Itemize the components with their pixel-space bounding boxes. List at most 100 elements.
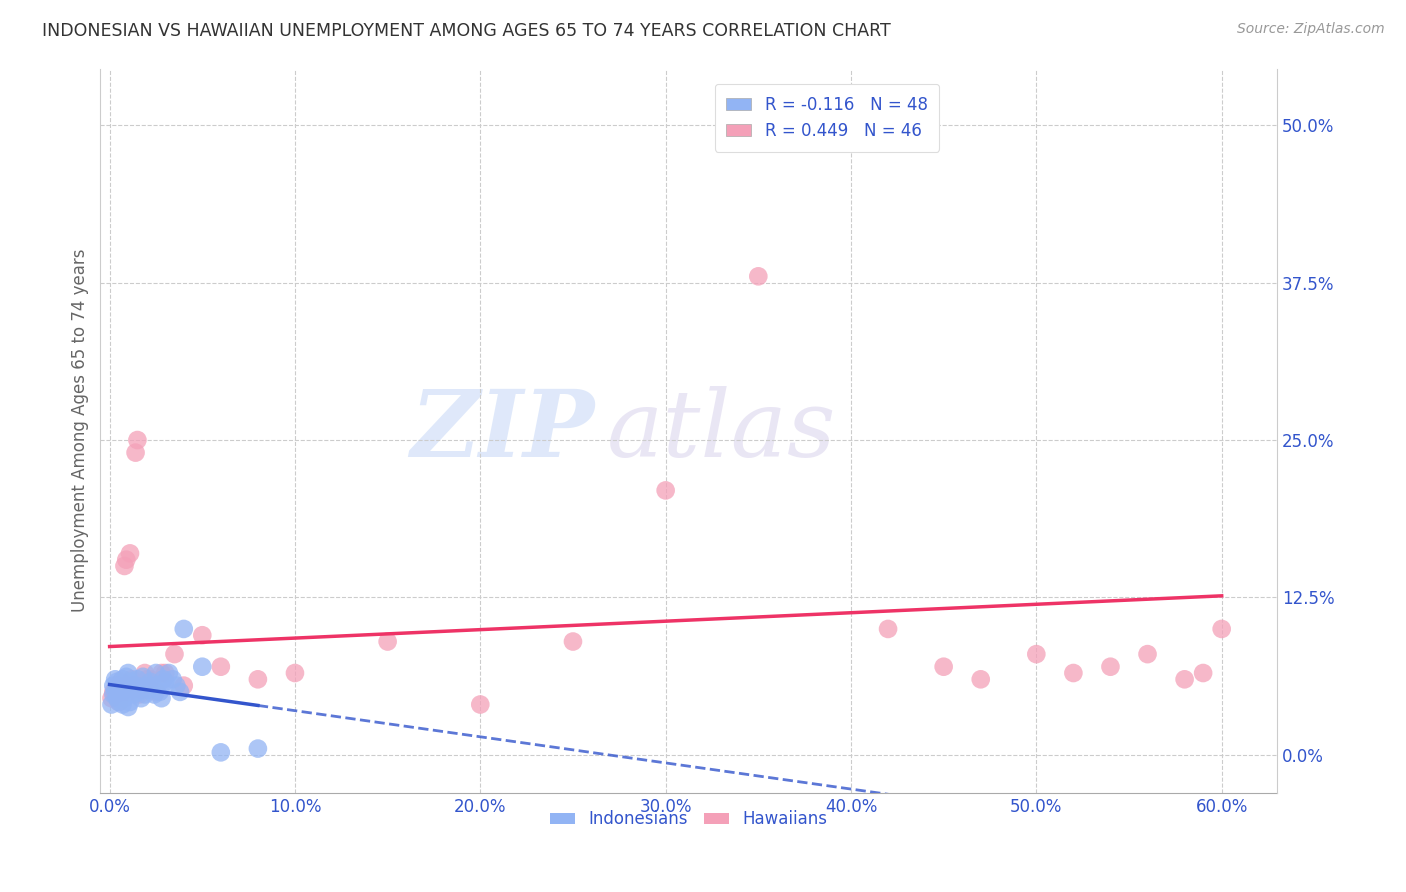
Point: [654, 483, 676, 498]
Point: [118, 674, 141, 689]
Point: [155, 674, 177, 689]
Point: [115, 552, 138, 566]
Point: [110, 688, 132, 702]
Point: [117, 700, 139, 714]
Point: [132, 679, 155, 693]
Point: [117, 685, 139, 699]
Point: [110, 679, 132, 693]
Point: [111, 698, 134, 712]
Point: [143, 688, 166, 702]
Point: [145, 666, 167, 681]
Point: [104, 685, 127, 699]
Point: [105, 679, 128, 693]
Point: [129, 691, 152, 706]
Point: [246, 741, 269, 756]
Point: [1192, 666, 1215, 681]
Point: [114, 558, 136, 573]
Point: [121, 685, 143, 699]
Point: [121, 673, 143, 687]
Legend: Indonesians, Hawaiians: Indonesians, Hawaiians: [543, 804, 834, 835]
Point: [1174, 673, 1197, 687]
Point: [134, 666, 156, 681]
Point: [117, 666, 139, 681]
Point: [145, 685, 167, 699]
Text: Source: ZipAtlas.com: Source: ZipAtlas.com: [1237, 22, 1385, 37]
Point: [135, 679, 157, 693]
Point: [105, 691, 128, 706]
Point: [209, 659, 232, 673]
Point: [377, 634, 399, 648]
Point: [111, 673, 134, 687]
Point: [803, 130, 825, 145]
Point: [122, 688, 145, 702]
Point: [1099, 659, 1122, 673]
Point: [1025, 647, 1047, 661]
Point: [104, 688, 127, 702]
Point: [209, 745, 232, 759]
Point: [134, 688, 156, 702]
Point: [124, 679, 146, 693]
Point: [122, 679, 145, 693]
Point: [124, 445, 146, 459]
Point: [108, 695, 131, 709]
Point: [135, 673, 157, 687]
Point: [150, 691, 173, 706]
Point: [138, 682, 160, 697]
Point: [246, 673, 269, 687]
Text: INDONESIAN VS HAWAIIAN UNEMPLOYMENT AMONG AGES 65 TO 74 YEARS CORRELATION CHART: INDONESIAN VS HAWAIIAN UNEMPLOYMENT AMON…: [42, 22, 891, 40]
Point: [100, 691, 122, 706]
Point: [1211, 622, 1233, 636]
Text: ZIP: ZIP: [411, 385, 595, 475]
Point: [139, 673, 162, 687]
Point: [562, 634, 585, 648]
Point: [103, 679, 125, 693]
Point: [141, 679, 163, 693]
Point: [128, 685, 150, 699]
Point: [1062, 666, 1084, 681]
Point: [191, 628, 214, 642]
Point: [173, 622, 195, 636]
Point: [114, 679, 136, 693]
Point: [108, 695, 131, 709]
Point: [118, 695, 141, 709]
Point: [162, 673, 184, 687]
Point: [470, 698, 492, 712]
Point: [149, 685, 172, 699]
Point: [128, 688, 150, 702]
Point: [127, 433, 149, 447]
Text: atlas: atlas: [606, 385, 837, 475]
Point: [173, 679, 195, 693]
Point: [132, 670, 155, 684]
Point: [877, 622, 900, 636]
Point: [970, 673, 993, 687]
Point: [284, 666, 307, 681]
Point: [747, 269, 769, 284]
Point: [155, 666, 177, 681]
Point: [169, 685, 191, 699]
Point: [129, 682, 152, 697]
Point: [105, 674, 128, 689]
Point: [114, 691, 136, 706]
Point: [163, 647, 186, 661]
Point: [118, 546, 141, 560]
Point: [191, 659, 214, 673]
Point: [127, 673, 149, 687]
Point: [100, 698, 122, 712]
Point: [150, 666, 173, 681]
Point: [1136, 647, 1159, 661]
Point: [157, 666, 180, 681]
Point: [115, 670, 138, 684]
Point: [932, 659, 955, 673]
Point: [110, 674, 132, 689]
Y-axis label: Unemployment Among Ages 65 to 74 years: Unemployment Among Ages 65 to 74 years: [72, 249, 89, 612]
Point: [146, 679, 169, 693]
Point: [103, 688, 125, 702]
Point: [152, 673, 174, 687]
Point: [108, 682, 131, 697]
Point: [111, 685, 134, 699]
Point: [139, 674, 162, 689]
Point: [104, 673, 127, 687]
Point: [165, 679, 187, 693]
Point: [115, 685, 138, 699]
Point: [103, 685, 125, 699]
